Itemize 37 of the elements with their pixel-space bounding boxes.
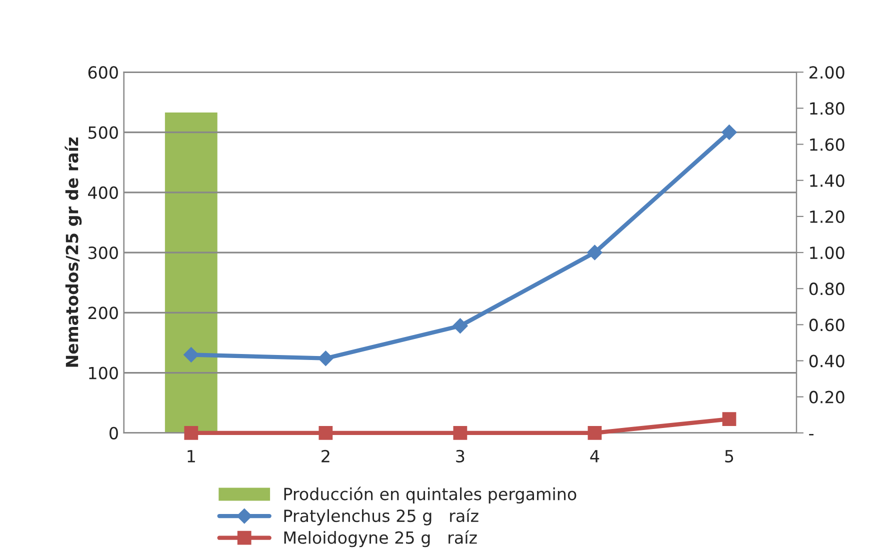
legend-label: Meloidogyne 25 g raíz [284, 530, 477, 548]
x-tick-label: 5 [725, 450, 734, 462]
point [722, 412, 736, 426]
point [453, 426, 468, 440]
point [587, 244, 602, 260]
point [452, 318, 468, 334]
point [318, 350, 334, 366]
y2-tick-label: 0.40 [809, 354, 844, 368]
y2-tick-label: 0.60 [809, 318, 844, 332]
y-tick-label: 200 [88, 306, 118, 320]
point [184, 426, 198, 440]
y2-tick-label: 1.00 [810, 246, 844, 260]
y2-tick-label: - [809, 434, 814, 436]
point [722, 124, 737, 140]
point [184, 347, 199, 362]
y-tick-label: 600 [88, 66, 118, 79]
y-tick-label: 100 [89, 366, 118, 380]
y-tick-label: 400 [88, 186, 118, 199]
y2-tick-label: 1.20 [810, 210, 844, 224]
x-tick-label: 4 [590, 450, 600, 462]
y2-tick-label: 0.20 [809, 390, 844, 404]
legend-label: Producción en quintales pergamino [284, 486, 576, 504]
x-tick-label: 3 [456, 450, 464, 462]
y-axis-title: Nematodos/25 gr de raíz [64, 138, 82, 367]
y-tick-label: 300 [88, 246, 118, 260]
y2-tick-label: 1.60 [810, 138, 844, 151]
point [588, 426, 602, 440]
legend-label: Pratylenchus 25 g raíz [284, 508, 478, 526]
y2-tick-label: 1.40 [810, 174, 844, 187]
x-tick-label: 1 [188, 450, 195, 462]
x-tick-label: 2 [322, 450, 330, 462]
y2-tick-label: 1.80 [810, 102, 844, 115]
point [318, 426, 333, 440]
y2-tick-label: 0.80 [809, 282, 844, 296]
y-tick-label: 0 [110, 426, 118, 440]
y-tick-label: 500 [88, 126, 118, 139]
y2-tick-label: 2.00 [810, 66, 844, 79]
